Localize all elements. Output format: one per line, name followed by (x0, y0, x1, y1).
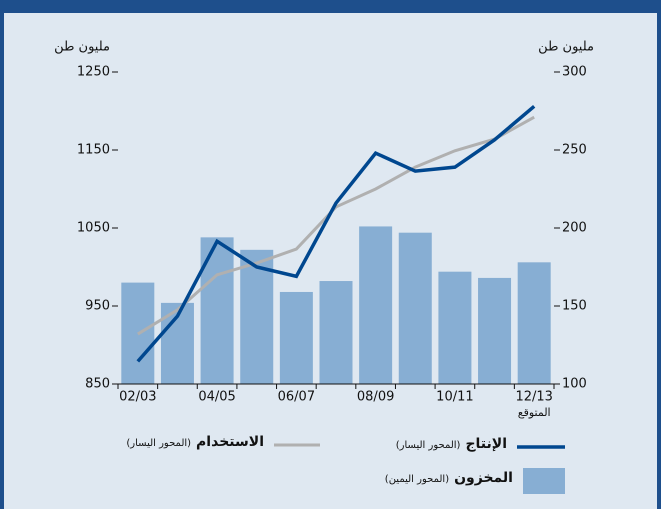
bar (438, 271, 472, 384)
bar (398, 232, 432, 384)
y2-tick-label: 250 (562, 143, 587, 158)
y-tick-label: 1050 (77, 221, 110, 236)
y2-axis-label: مليون طن (538, 40, 594, 55)
bar (240, 249, 274, 384)
y-axis-label: مليون طن (54, 40, 110, 55)
x-tick-label: 08/09 (357, 390, 394, 405)
bar (517, 262, 551, 384)
y2-tick-label: 150 (562, 299, 587, 314)
legend-label: المخزون (454, 470, 513, 486)
legend-note: (المحور اليمين) (385, 474, 449, 485)
x-tick-label: 06/07 (278, 390, 315, 405)
bar (319, 281, 353, 384)
y-tick-label: 850 (85, 377, 110, 392)
legend-label: الإنتاج (465, 436, 507, 452)
y2-tick-label: 100 (562, 377, 587, 392)
y-tick-label: 1250 (77, 65, 110, 80)
bar (478, 277, 512, 384)
x-tick-label: 04/05 (198, 390, 235, 405)
line (136, 104, 536, 363)
y2-tick-label: 200 (562, 221, 587, 236)
x-tick-label: 02/03 (119, 390, 156, 405)
background (4, 13, 657, 509)
y-tick-label: 1150 (77, 143, 110, 158)
x-tick-label: 12/13 (515, 390, 552, 405)
x-tick-label: 10/11 (436, 390, 473, 405)
bar (359, 226, 393, 384)
bar (279, 291, 313, 384)
annotation: المتوقع (518, 406, 551, 419)
legend-label: الاستخدام (196, 434, 264, 450)
y2-tick-label: 300 (562, 65, 587, 80)
y-tick-label: 950 (85, 299, 110, 314)
line (137, 115, 535, 336)
legend-swatch (523, 468, 565, 494)
legend-note: (المحور اليسار) (396, 440, 461, 451)
legend-note: (المحور اليسار) (126, 438, 191, 449)
